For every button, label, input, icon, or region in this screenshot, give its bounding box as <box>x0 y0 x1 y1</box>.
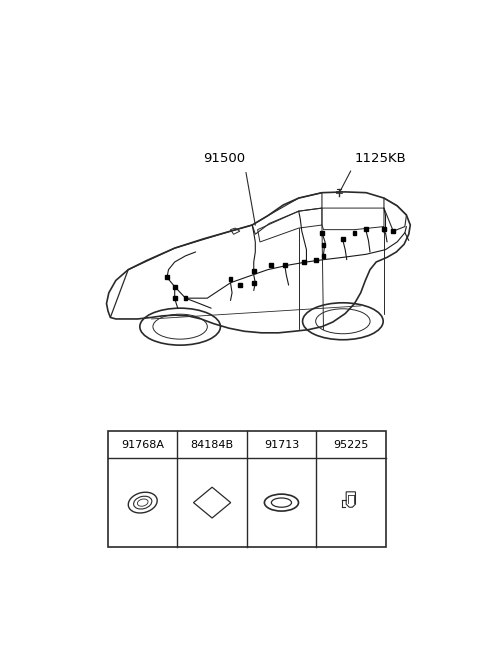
Bar <box>320 231 324 235</box>
Bar <box>165 276 169 279</box>
Bar <box>108 432 385 547</box>
Bar <box>228 277 232 281</box>
Bar <box>238 283 242 287</box>
Bar <box>184 297 188 300</box>
Bar <box>173 285 177 289</box>
Bar <box>391 229 395 233</box>
Text: 91713: 91713 <box>264 440 299 450</box>
Text: 84184B: 84184B <box>191 440 234 450</box>
Bar <box>322 243 325 247</box>
Bar <box>322 254 325 258</box>
Bar <box>364 227 368 231</box>
Bar <box>302 260 306 264</box>
Bar <box>314 258 318 262</box>
Bar <box>252 270 256 273</box>
Bar <box>283 263 287 267</box>
Bar <box>382 227 386 231</box>
Bar <box>341 237 345 241</box>
Bar <box>252 281 256 285</box>
Bar <box>173 297 177 300</box>
Bar <box>269 263 273 267</box>
Text: 95225: 95225 <box>333 440 369 450</box>
Bar <box>353 231 357 235</box>
Text: 1125KB: 1125KB <box>355 152 406 165</box>
Text: 91768A: 91768A <box>121 440 164 450</box>
Text: 91500: 91500 <box>203 152 245 165</box>
